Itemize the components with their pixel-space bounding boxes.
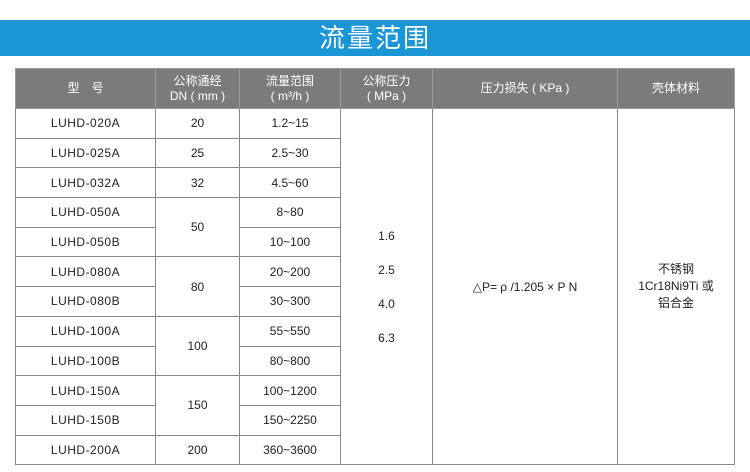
pressure-value: 2.5 <box>378 262 395 277</box>
header-flow: 流量范围( m³/h ) <box>239 68 341 109</box>
dn-cell: 150 <box>155 375 240 436</box>
model-cell: LUHD-032A <box>15 167 156 199</box>
header-loss: 压力损失 ( KPa ) <box>432 68 618 109</box>
table-row: LUHD-150B 150~2250 <box>15 404 735 436</box>
flow-cell: 55~550 <box>239 315 341 347</box>
flow-cell: 2.5~30 <box>239 137 341 169</box>
model-cell: LUHD-150B <box>15 404 156 436</box>
table-header: 型 号 公称通经 DN ( mm ) 流量范围( m³/h ) 公称压力( MPa… <box>15 68 735 109</box>
flow-range-table: 型 号 公称通经 DN ( mm ) 流量范围( m³/h ) 公称压力( MPa… <box>15 68 735 466</box>
table-row: LUHD-080B 30~300 <box>15 286 735 317</box>
table-row: LUHD-200A 200 360~3600 <box>15 434 735 466</box>
flow-cell: 360~3600 <box>239 434 341 466</box>
table-row: LUHD-050B 10~100 <box>15 226 735 258</box>
table-row: LUHD-020A 20 1.2~15 1.6 2.5 4.0 6.3 △P= ρ /1.20… <box>15 107 735 466</box>
dn-cell: 80 <box>155 256 240 317</box>
flow-cell: 150~2250 <box>239 404 341 436</box>
table-row: LUHD-150A 150 100~1200 <box>15 375 735 436</box>
pressure-value: 1.6 <box>378 228 395 243</box>
section-title: 流量范围 <box>0 20 750 56</box>
model-cell: LUHD-080B <box>15 286 156 317</box>
model-cell: LUHD-020A <box>15 108 156 139</box>
dn-cell: 25 <box>155 137 240 169</box>
model-cell: LUHD-080A <box>15 256 156 288</box>
flow-cell: 4.5~60 <box>239 167 341 199</box>
header-dn: 公称通经 DN ( mm ) <box>155 68 240 109</box>
table-row: LUHD-032A 32 4.5~60 <box>15 167 735 199</box>
dn-cell: 50 <box>155 197 240 258</box>
flow-cell: 20~200 <box>239 256 341 288</box>
table-row: LUHD-080A 80 20~200 <box>15 256 735 317</box>
flow-cell: 30~300 <box>239 286 341 317</box>
model-cell: LUHD-050B <box>15 226 156 258</box>
dn-cell: 200 <box>155 434 240 466</box>
flow-cell: 8~80 <box>239 197 341 228</box>
model-cell: LUHD-150A <box>15 375 156 406</box>
model-cell: LUHD-050A <box>15 197 156 228</box>
header-model: 型 号 <box>15 68 156 109</box>
header-pressure: 公称压力( MPa ) <box>340 68 433 109</box>
loss-cell: △P= ρ /1.205 × P N <box>432 107 618 466</box>
material-cell: 不锈钢 1Cr18Ni9Ti 或铝合金 <box>617 107 735 466</box>
flow-cell: 100~1200 <box>239 375 341 406</box>
model-cell: LUHD-025A <box>15 137 156 169</box>
flow-cell: 10~100 <box>239 226 341 258</box>
header-material: 壳体材料 <box>617 68 735 109</box>
model-cell: LUHD-200A <box>15 434 156 466</box>
table-row: LUHD-050A 50 8~80 <box>15 197 735 258</box>
table-row: LUHD-100B 80~800 <box>15 345 735 377</box>
model-cell: LUHD-100B <box>15 345 156 377</box>
pressure-value: 6.3 <box>378 330 395 345</box>
pressure-cell: 1.6 2.5 4.0 6.3 <box>340 107 433 466</box>
table-row: LUHD-100A 100 55~550 <box>15 315 735 377</box>
model-cell: LUHD-100A <box>15 315 156 347</box>
dn-cell: 20 <box>155 108 240 139</box>
flow-cell: 80~800 <box>239 345 341 377</box>
flow-cell: 1.2~15 <box>239 108 341 139</box>
dn-cell: 32 <box>155 167 240 199</box>
pressure-value: 4.0 <box>378 296 395 311</box>
table-row: LUHD-025A 25 2.5~30 <box>15 137 735 169</box>
dn-cell: 100 <box>155 315 240 377</box>
